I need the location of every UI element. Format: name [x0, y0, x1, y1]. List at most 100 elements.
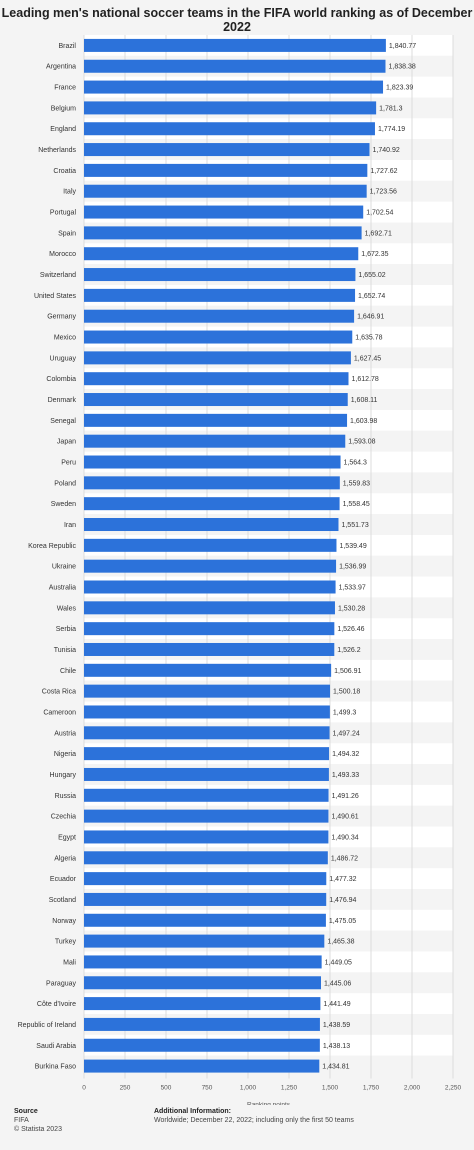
category-label: United States [34, 293, 77, 300]
bar [84, 497, 340, 511]
bar [84, 767, 329, 781]
category-label: Uruguay [50, 355, 77, 362]
category-label: Belgium [51, 105, 76, 112]
value-label: 1,490.61 [331, 814, 358, 821]
bar [84, 205, 364, 219]
bar [84, 330, 353, 344]
category-label: Ukraine [52, 564, 76, 571]
value-label: 1,627.45 [354, 355, 381, 362]
bar [84, 955, 322, 969]
value-label: 1,499.3 [333, 709, 356, 716]
category-label: Switzerland [40, 272, 76, 279]
bar [84, 559, 337, 573]
value-label: 1,823.39 [386, 85, 413, 92]
value-label: 1,494.32 [332, 751, 359, 758]
category-label: Serbia [56, 626, 76, 633]
value-label: 1,500.18 [333, 689, 360, 696]
value-label: 1,438.13 [323, 1043, 350, 1050]
bar [84, 622, 335, 636]
value-label: 1,652.74 [358, 293, 385, 300]
category-label: Egypt [58, 834, 76, 841]
value-label: 1,774.19 [378, 126, 405, 133]
category-label: Italy [63, 189, 76, 196]
category-label: Mexico [54, 335, 76, 342]
x-tick-label: 1,500 [322, 1085, 339, 1092]
category-label: Russia [55, 793, 77, 800]
source-text: FIFA [14, 1117, 29, 1124]
value-label: 1,449.05 [325, 959, 352, 966]
bar [84, 351, 351, 365]
bar [84, 309, 355, 323]
value-label: 1,702.54 [366, 210, 393, 217]
category-label: Croatia [53, 168, 76, 175]
category-label: Costa Rica [42, 689, 76, 696]
value-label: 1,593.08 [348, 439, 375, 446]
category-label: Burkina Faso [35, 1064, 76, 1071]
additional-info-heading: Additional Information: [154, 1108, 231, 1115]
category-label: Sweden [51, 501, 76, 508]
value-label: 1,603.98 [350, 418, 377, 425]
value-label: 1,497.24 [333, 730, 360, 737]
value-label: 1,608.11 [351, 397, 378, 404]
x-tick-label: 750 [202, 1085, 213, 1092]
x-tick-label: 1,000 [240, 1085, 257, 1092]
category-label: Czechia [51, 814, 76, 821]
category-label: Senegal [50, 418, 76, 425]
bar [84, 1017, 320, 1031]
bar [84, 476, 340, 490]
bar [84, 101, 377, 115]
category-label: Tunisia [54, 647, 76, 654]
x-tick-label: 250 [120, 1085, 131, 1092]
value-label: 1,530.28 [338, 605, 365, 612]
category-label: Denmark [48, 397, 77, 404]
category-label: Iran [64, 522, 76, 529]
bar [84, 976, 321, 990]
value-label: 1,477.32 [329, 876, 356, 883]
bar [84, 934, 325, 948]
category-label: Algeria [54, 855, 76, 862]
x-tick-label: 1,250 [281, 1085, 298, 1092]
category-label: Morocco [49, 251, 76, 258]
category-label: Republic of Ireland [18, 1022, 76, 1029]
bar [84, 663, 332, 677]
x-tick-label: 0 [82, 1085, 86, 1092]
category-label: Australia [49, 584, 76, 591]
bar [84, 163, 368, 177]
bar [84, 413, 348, 427]
category-label: England [50, 126, 76, 133]
value-label: 1,655.02 [358, 272, 385, 279]
bar [84, 268, 356, 282]
category-label: Paraguay [46, 980, 76, 987]
bar [84, 580, 336, 594]
category-label: Portugal [50, 210, 77, 217]
value-label: 1,612.78 [351, 376, 378, 383]
category-label: Scotland [49, 897, 76, 904]
x-tick-label: 2,250 [445, 1085, 462, 1092]
copyright-text: © Statista 2023 [14, 1126, 62, 1133]
value-label: 1,539.49 [339, 543, 366, 550]
value-label: 1,493.33 [332, 772, 359, 779]
value-label: 1,559.83 [343, 480, 370, 487]
value-label: 1,672.35 [361, 251, 388, 258]
category-label: Chile [60, 668, 76, 675]
value-label: 1,475.05 [329, 918, 356, 925]
category-label: Austria [54, 730, 76, 737]
value-label: 1,635.78 [355, 335, 382, 342]
bar [84, 59, 386, 73]
category-label: Argentina [46, 64, 76, 71]
category-label: Peru [61, 460, 76, 467]
value-label: 1,526.2 [337, 647, 360, 654]
value-label: 1,490.34 [331, 834, 358, 841]
value-label: 1,727.62 [370, 168, 397, 175]
value-label: 1,506.91 [334, 668, 361, 675]
bar [84, 518, 339, 532]
value-label: 1,491.26 [332, 793, 359, 800]
bar [84, 872, 327, 886]
bar [84, 1038, 320, 1052]
bar-chart: Brazil 1,840.77 Argentina 1,838.38 France 1,8… [18, 35, 462, 1105]
bar [84, 851, 328, 865]
category-label: Ecuador [50, 876, 77, 883]
bar [84, 372, 349, 386]
bar [84, 809, 329, 823]
